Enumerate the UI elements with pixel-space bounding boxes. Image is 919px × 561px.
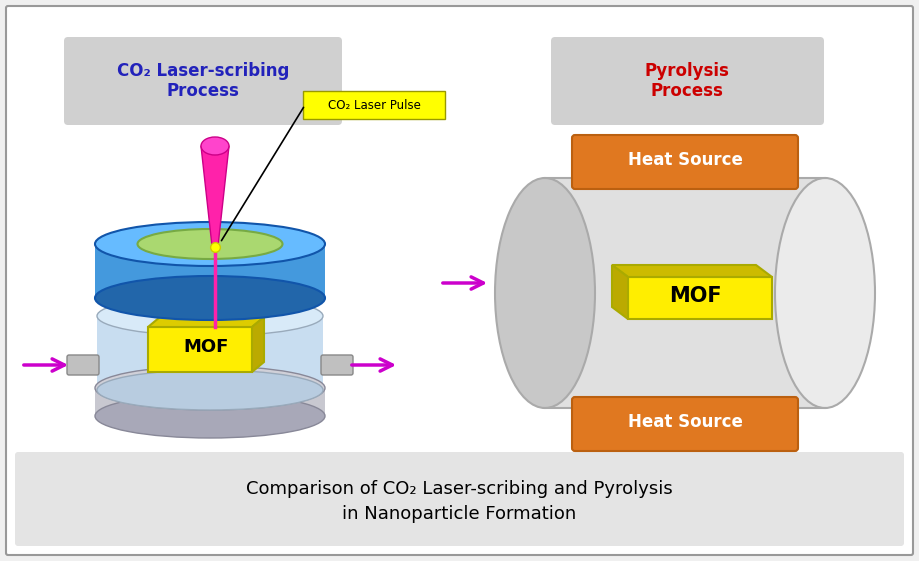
Polygon shape xyxy=(545,178,825,408)
Ellipse shape xyxy=(201,137,229,155)
Text: CO₂ Laser Pulse: CO₂ Laser Pulse xyxy=(327,99,420,112)
FancyBboxPatch shape xyxy=(6,6,913,555)
FancyBboxPatch shape xyxy=(321,355,353,375)
Text: Pyrolysis
Process: Pyrolysis Process xyxy=(644,62,730,100)
Ellipse shape xyxy=(95,276,325,320)
Text: MOF: MOF xyxy=(183,338,229,356)
Text: in Nanoparticle Formation: in Nanoparticle Formation xyxy=(342,505,576,523)
Ellipse shape xyxy=(97,370,323,410)
FancyBboxPatch shape xyxy=(64,37,342,125)
Polygon shape xyxy=(148,317,264,327)
Polygon shape xyxy=(252,317,264,372)
FancyBboxPatch shape xyxy=(551,37,824,125)
Text: Heat Source: Heat Source xyxy=(628,413,743,431)
Ellipse shape xyxy=(775,178,875,408)
Polygon shape xyxy=(148,327,252,372)
Text: CO₂ Laser-scribing
Process: CO₂ Laser-scribing Process xyxy=(117,62,289,100)
Polygon shape xyxy=(612,265,772,277)
Text: Comparison of CO₂ Laser-scribing and Pyrolysis: Comparison of CO₂ Laser-scribing and Pyr… xyxy=(245,480,673,498)
Polygon shape xyxy=(628,277,772,319)
Ellipse shape xyxy=(495,178,595,408)
Polygon shape xyxy=(612,265,628,319)
Polygon shape xyxy=(201,146,229,246)
Ellipse shape xyxy=(95,366,325,410)
Ellipse shape xyxy=(97,296,323,336)
Text: Heat Source: Heat Source xyxy=(628,151,743,169)
FancyBboxPatch shape xyxy=(303,91,445,119)
Text: MOF: MOF xyxy=(669,286,721,306)
Polygon shape xyxy=(95,244,325,298)
FancyBboxPatch shape xyxy=(67,355,99,375)
Ellipse shape xyxy=(95,394,325,438)
Ellipse shape xyxy=(138,229,282,259)
Polygon shape xyxy=(95,388,325,416)
FancyBboxPatch shape xyxy=(572,135,798,189)
Polygon shape xyxy=(97,316,323,390)
FancyBboxPatch shape xyxy=(15,452,904,546)
Ellipse shape xyxy=(95,222,325,266)
FancyBboxPatch shape xyxy=(572,397,798,451)
